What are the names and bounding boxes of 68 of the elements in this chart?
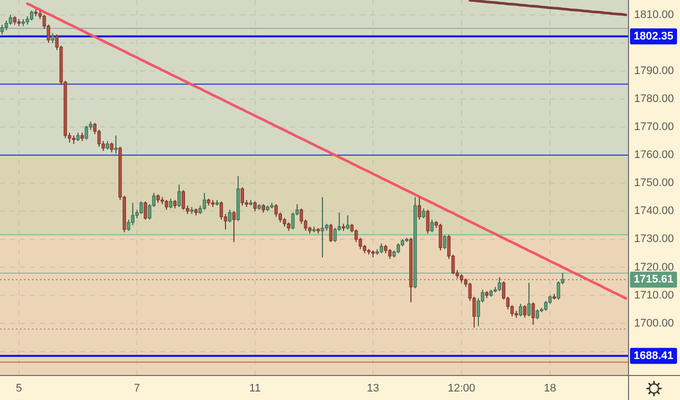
- candlestick: [422, 208, 426, 219]
- candlestick: [320, 196, 324, 258]
- candlestick: [274, 204, 278, 218]
- x-tick-label: 7: [134, 382, 140, 394]
- y-tick-label: 1730.00: [634, 233, 674, 246]
- candlestick: [177, 184, 181, 208]
- candlestick: [556, 280, 560, 300]
- candlestick: [430, 219, 434, 233]
- candlestick: [169, 198, 172, 209]
- candlestick: [388, 248, 392, 260]
- candlestick: [4, 20, 8, 31]
- candlestick: [354, 228, 358, 243]
- line-series: [468, 0, 628, 16]
- candlestick: [291, 212, 295, 230]
- candlestick: [333, 228, 337, 243]
- candlestick: [202, 192, 206, 210]
- candlestick: [140, 200, 143, 215]
- candlestick: [164, 199, 168, 210]
- line-series: [26, 2, 628, 300]
- x-tick-label: 12:00: [448, 382, 476, 394]
- candlestick: [536, 308, 540, 320]
- candlestick: [131, 202, 134, 226]
- candlestick: [8, 14, 12, 26]
- y-tick-label: 1810.00: [634, 8, 674, 21]
- candlestick: [84, 125, 88, 140]
- candlestick: [0, 24, 4, 35]
- candlestick: [30, 10, 34, 21]
- candlestick: [110, 142, 114, 153]
- x-tick-label: 5: [16, 382, 22, 394]
- candlestick: [220, 200, 223, 220]
- ref-line-label: 1715.61: [634, 274, 674, 286]
- candlestick: [126, 219, 130, 232]
- candlestick: [380, 242, 384, 254]
- candlestick: [346, 214, 350, 230]
- candlestick: [426, 209, 430, 234]
- candlestick: [300, 208, 304, 224]
- candlestick: [438, 223, 442, 251]
- candlestick: [396, 242, 400, 254]
- y-tick-label: 1790.00: [634, 64, 674, 77]
- candlestick: [232, 210, 236, 243]
- candlestick: [253, 200, 257, 212]
- y-tick-label: 1750.00: [634, 177, 674, 190]
- candlestick: [544, 300, 548, 312]
- candlestick: [443, 234, 446, 250]
- candlestick: [182, 190, 185, 210]
- ref-line-label: 1688.41: [634, 350, 674, 362]
- candlestick: [228, 209, 232, 223]
- y-tick-label: 1710.00: [634, 289, 674, 302]
- candlestick: [532, 302, 535, 326]
- ref-line-label: 1802.35: [634, 30, 674, 42]
- x-tick-label: 11: [249, 382, 261, 394]
- candlestick: [114, 134, 118, 154]
- x-tick-label: 18: [544, 382, 556, 394]
- x-tick-label: 13: [366, 382, 380, 394]
- candlestick: [329, 223, 333, 243]
- y-tick-label: 1760.00: [634, 149, 674, 162]
- candlestick: [518, 303, 522, 317]
- candlestick: [418, 196, 422, 220]
- candlestick: [144, 200, 148, 220]
- y-tick-label: 1740.00: [634, 205, 674, 218]
- candlestick: [240, 186, 244, 206]
- y-tick-label: 1720.00: [634, 261, 674, 274]
- candlestick: [523, 304, 526, 318]
- candlestick: [51, 32, 54, 44]
- candlestick: [527, 282, 531, 317]
- y-tick-label: 1780.00: [634, 93, 674, 106]
- y-tick-label: 1770.00: [634, 121, 674, 134]
- y-tick-label: 1700.00: [634, 317, 674, 330]
